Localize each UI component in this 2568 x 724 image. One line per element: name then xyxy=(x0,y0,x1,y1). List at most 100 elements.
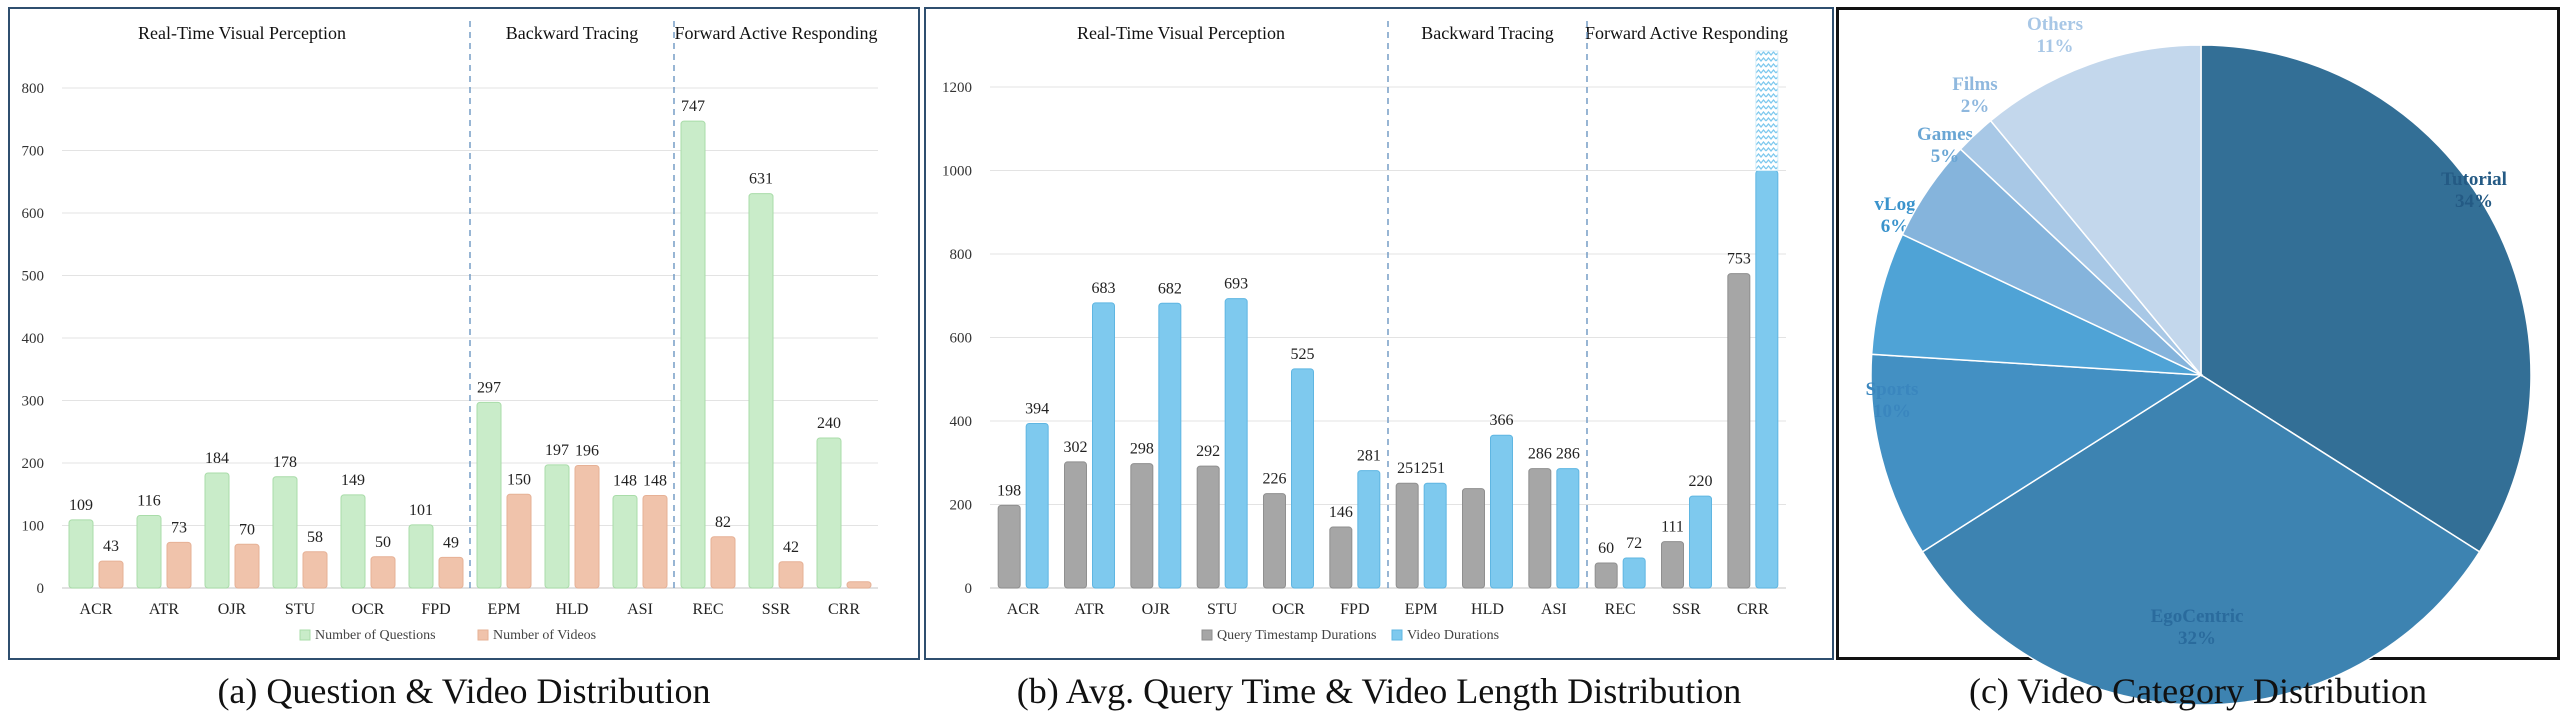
data-label: 366 xyxy=(1490,412,1514,429)
caption-b: (b) Avg. Query Time & Video Length Distr… xyxy=(1016,671,1742,711)
data-label: 111 xyxy=(1661,519,1684,536)
section-title: Real-Time Visual Perception xyxy=(138,23,346,43)
data-label: 50 xyxy=(375,534,391,551)
data-label: 682 xyxy=(1158,280,1182,297)
bar xyxy=(1755,170,1779,589)
legend-label: Video Durations xyxy=(1407,628,1499,643)
pie-percent: 10% xyxy=(1873,401,1911,422)
data-label: 297 xyxy=(477,379,501,396)
bar xyxy=(846,581,872,589)
caption-a: (a) Question & Video Distribution xyxy=(217,671,711,711)
chart-query-time-video-length: 0 200 400 600 800 1000 1200 Real-Time Visual Pe… xyxy=(942,21,1788,643)
bar xyxy=(408,524,434,589)
data-label: 49 xyxy=(443,534,459,551)
pie-slice xyxy=(1870,233,2202,376)
bar xyxy=(612,495,638,589)
y-tick-label: 100 xyxy=(22,519,45,535)
y-tick-label: 800 xyxy=(22,81,45,97)
bar xyxy=(544,464,570,589)
bar xyxy=(370,556,396,589)
x-tick-label: ATR xyxy=(1074,601,1105,618)
x-tick-label: EPM xyxy=(488,601,521,618)
pie-slice xyxy=(2200,44,2532,553)
bar xyxy=(1329,526,1353,589)
pie-label: EgoCentric xyxy=(2151,606,2244,627)
x-tick-label: CRR xyxy=(1737,601,1769,618)
data-label-combined: 251251 xyxy=(1397,460,1445,477)
bar xyxy=(1661,541,1684,589)
bar xyxy=(1196,465,1220,589)
pie-label: vLog xyxy=(1874,194,1916,215)
data-label: 281 xyxy=(1357,448,1381,465)
bar xyxy=(1622,557,1646,589)
data-label: 394 xyxy=(1025,401,1049,418)
x-tick-label: SSR xyxy=(1672,601,1701,618)
bar xyxy=(1092,302,1115,589)
bar xyxy=(778,561,804,589)
data-label: 693 xyxy=(1224,276,1248,293)
bar xyxy=(1727,273,1751,589)
pie-slice xyxy=(1989,44,2202,378)
data-label: 58 xyxy=(307,529,323,546)
y-tick-label: 500 xyxy=(22,269,45,285)
data-label: 101 xyxy=(409,502,433,519)
x-tick-label: OJR xyxy=(1142,601,1171,618)
data-label: 240 xyxy=(817,415,841,432)
data-label: 220 xyxy=(1689,473,1713,490)
y-tick-label: 400 xyxy=(950,414,973,430)
legend-label: Number of Videos xyxy=(493,628,596,643)
pie-slice xyxy=(1921,374,2481,706)
section-title: Forward Active Responding xyxy=(1585,23,1788,43)
data-label: 753 xyxy=(1727,251,1751,268)
data-label: 43 xyxy=(103,538,119,555)
pie-label: Games xyxy=(1917,124,1973,145)
panel-query-time-video-length: 0 200 400 600 800 1000 1200 Real-Time Visual Pe… xyxy=(924,7,1834,660)
data-label: 109 xyxy=(69,497,93,514)
section-title: Real-Time Visual Perception xyxy=(1077,23,1285,43)
x-tick-label: OCR xyxy=(352,601,385,618)
x-tick-label: REC xyxy=(1605,601,1636,618)
data-label: 146 xyxy=(1329,504,1353,521)
data-label: 148 xyxy=(613,473,637,490)
pie-percent: 32% xyxy=(2178,628,2216,649)
data-label: 292 xyxy=(1196,443,1220,460)
x-tick-label: STU xyxy=(1207,601,1238,618)
data-label: 302 xyxy=(1064,439,1088,456)
x-tick-label: OCR xyxy=(1272,601,1305,618)
x-tick-label: ATR xyxy=(149,601,180,618)
legend-swatch xyxy=(1391,629,1403,641)
x-tick-label: ACR xyxy=(80,601,113,618)
pie-percent: 2% xyxy=(1961,96,1990,117)
x-tick-label: ACR xyxy=(1007,601,1040,618)
x-tick-label: OJR xyxy=(218,601,247,618)
data-label: 286 xyxy=(1528,446,1552,463)
bar xyxy=(816,437,842,589)
bar xyxy=(997,504,1021,589)
data-label: 298 xyxy=(1130,441,1154,458)
y-tick-label: 300 xyxy=(22,394,45,410)
bar xyxy=(302,551,328,589)
data-label: 226 xyxy=(1263,471,1287,488)
y-tick-label: 1000 xyxy=(942,164,972,180)
bar xyxy=(1224,298,1248,589)
x-tick-label: ASI xyxy=(627,601,653,618)
pie-percent: 5% xyxy=(1931,146,1960,167)
x-tick-label: REC xyxy=(692,601,723,618)
y-tick-label: 600 xyxy=(22,206,45,222)
bar xyxy=(1490,434,1513,589)
data-label: 178 xyxy=(273,454,297,471)
section-title: Backward Tracing xyxy=(1421,23,1553,43)
bar xyxy=(1291,368,1314,589)
bar xyxy=(340,494,366,589)
bar xyxy=(1263,493,1286,589)
data-label: 116 xyxy=(137,493,160,510)
data-label: 198 xyxy=(997,482,1021,499)
data-label: 525 xyxy=(1291,346,1315,363)
data-label: 73 xyxy=(171,519,187,536)
data-label: 631 xyxy=(749,171,773,188)
pie-slice xyxy=(1870,353,2204,553)
pie-label: Sports xyxy=(1866,379,1919,400)
bar xyxy=(1395,482,1419,589)
bar xyxy=(1689,495,1712,589)
